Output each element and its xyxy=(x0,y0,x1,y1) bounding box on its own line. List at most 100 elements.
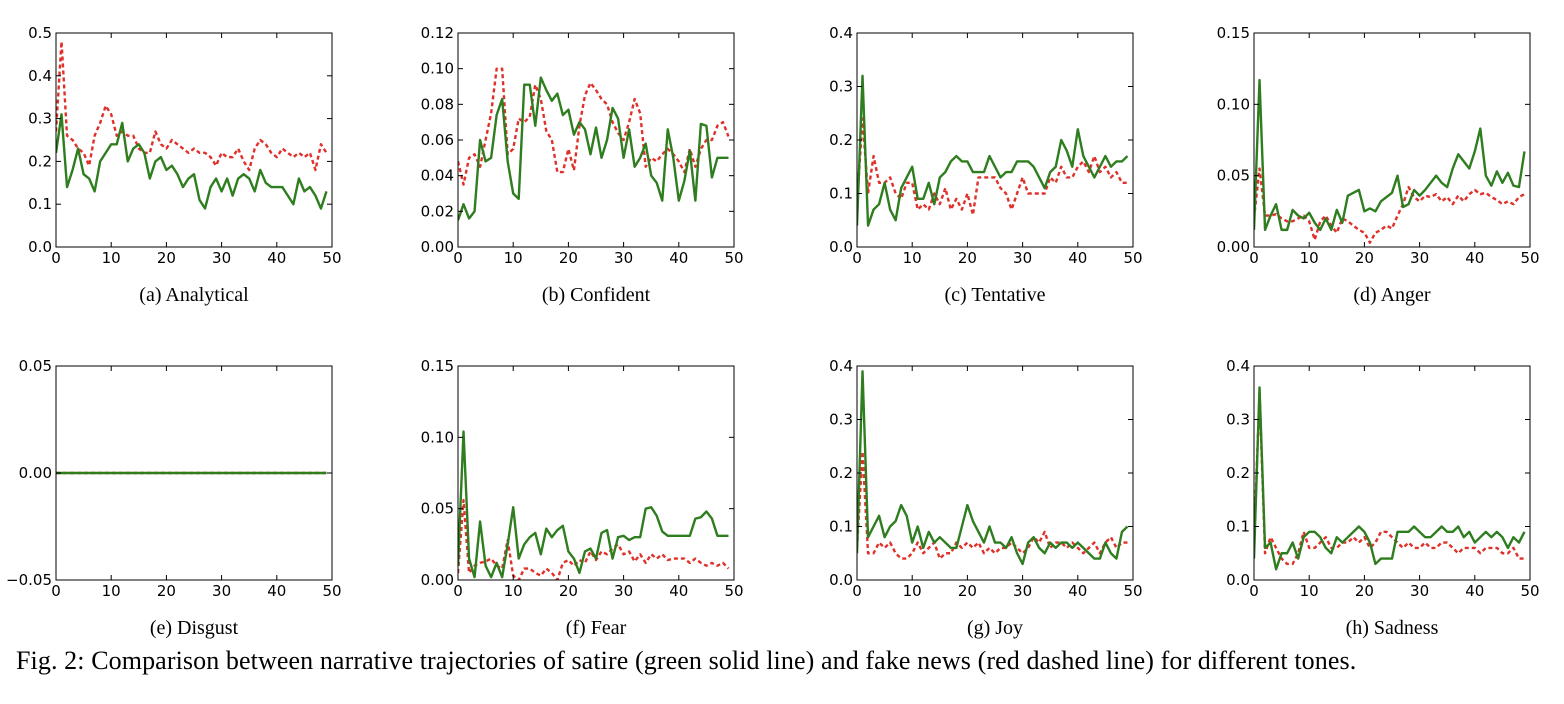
y-tick-label: 0.1 xyxy=(829,185,853,203)
x-tick-label: 50 xyxy=(724,582,743,600)
y-tick-label: 0.08 xyxy=(421,95,454,113)
series-group xyxy=(1254,78,1526,244)
y-tick-label: 0.04 xyxy=(421,167,454,185)
x-tick-label: 40 xyxy=(669,582,688,600)
x-tick-label: 30 xyxy=(614,249,633,267)
fake-news-line xyxy=(458,67,730,186)
chart-svg: 0 10 20 30 40 50 0.0 0.1 0.2 0.3 0.4 xyxy=(829,24,1142,267)
fake-news-line xyxy=(857,450,1128,560)
satire-line xyxy=(458,76,729,221)
fake-news-line xyxy=(56,40,328,172)
y-tick-label: 0.10 xyxy=(421,428,454,446)
y-tick-label: 0.0 xyxy=(1226,571,1250,589)
y-tick-label: 0.15 xyxy=(1217,24,1250,42)
chart-svg: 0 10 20 30 40 50 0.0 0.1 0.2 0.3 0.4 xyxy=(1226,357,1539,600)
chart-svg: 0 10 20 30 40 50 0.00 0.05 0.10 0.15 xyxy=(421,357,744,600)
x-tick-label: 10 xyxy=(1300,582,1319,600)
y-tick-label: 0.1 xyxy=(829,518,853,536)
series-group xyxy=(458,67,730,221)
chart-disgust: 0 10 20 30 40 50 −0.05 0.00 0.05 xyxy=(6,357,342,600)
y-tick-label: 0.3 xyxy=(829,78,853,96)
series-group xyxy=(458,430,730,580)
y-tick-label: 0.00 xyxy=(19,464,52,482)
x-tick-label: 50 xyxy=(322,249,341,267)
caption-sadness: (h) Sadness xyxy=(1345,617,1439,639)
x-tick-label: 40 xyxy=(1465,249,1484,267)
y-tick-label: 0.00 xyxy=(1217,238,1250,256)
x-tick-label: 10 xyxy=(903,582,922,600)
caption-anger: (d) Anger xyxy=(1353,284,1431,306)
x-tick-label: 0 xyxy=(453,582,463,600)
caption-fear: (f) Fear xyxy=(565,617,627,639)
x-tick-label: 50 xyxy=(1123,582,1142,600)
plot-frame xyxy=(1253,32,1531,248)
chart-analytical: 0 10 20 30 40 50 0.0 0.1 0.2 0.3 0.4 0.5 xyxy=(28,24,341,267)
series-group xyxy=(56,40,328,210)
y-tick-label: 0.2 xyxy=(28,152,52,170)
satire-line xyxy=(857,74,1129,227)
chart-svg: 0 10 20 30 40 50 0.0 0.1 0.2 0.3 0.4 xyxy=(829,357,1142,600)
y-tick-label: 0.05 xyxy=(19,357,52,375)
plot-frame xyxy=(55,32,333,248)
plot-frame xyxy=(457,365,735,581)
x-tick-label: 0 xyxy=(453,249,463,267)
x-tick-label: 30 xyxy=(212,249,231,267)
y-tick-label: 0.4 xyxy=(829,357,853,375)
x-tick-label: 40 xyxy=(669,249,688,267)
chart-svg: 0 10 20 30 40 50 0.00 0.05 0.10 0.15 xyxy=(1217,24,1540,267)
x-tick-label: 10 xyxy=(504,582,523,600)
plot-frame xyxy=(856,32,1134,248)
y-tick-label: 0.10 xyxy=(421,60,454,78)
y-tick-label: 0.00 xyxy=(421,571,454,589)
x-tick-label: 50 xyxy=(322,582,341,600)
x-tick-label: 30 xyxy=(1013,582,1032,600)
y-tick-label: 0.1 xyxy=(28,195,52,213)
x-tick-label: 20 xyxy=(157,249,176,267)
y-tick-label: 0.05 xyxy=(421,500,454,518)
y-tick-label: 0.4 xyxy=(829,24,853,42)
series-group xyxy=(857,370,1129,566)
y-tick-label: 0.0 xyxy=(829,571,853,589)
x-tick-label: 0 xyxy=(1249,582,1259,600)
y-tick-label: 0.0 xyxy=(28,238,52,256)
caption-disgust: (e) Disgust xyxy=(149,617,239,639)
chart-fear: 0 10 20 30 40 50 0.00 0.05 0.10 0.15 xyxy=(421,357,744,600)
y-tick-label: 0.05 xyxy=(1217,167,1250,185)
y-tick-label: 0.12 xyxy=(421,24,454,42)
x-tick-label: 40 xyxy=(267,249,286,267)
x-tick-label: 10 xyxy=(102,249,121,267)
y-tick-label: 0.3 xyxy=(28,110,52,128)
series-group xyxy=(857,74,1129,227)
fake-news-line xyxy=(1254,391,1525,566)
x-tick-label: 40 xyxy=(1068,249,1087,267)
chart-confident: 0 10 20 30 40 50 0.00 0.02 0.04 0.06 0.08 0.10 0.12 xyxy=(421,24,744,267)
y-tick-label: 0.15 xyxy=(421,357,454,375)
chart-svg: 0 10 20 30 40 50 0.0 0.1 0.2 0.3 0.4 0.5 xyxy=(28,24,341,267)
plot-frame xyxy=(457,32,735,248)
x-tick-label: 0 xyxy=(852,249,862,267)
y-tick-label: 0.02 xyxy=(421,202,454,220)
y-tick-label: 0.2 xyxy=(829,131,853,149)
fake-news-line xyxy=(1254,167,1526,244)
x-tick-label: 10 xyxy=(102,582,121,600)
satire-line xyxy=(56,113,328,210)
chart-svg: 0 10 20 30 40 50 0.00 0.02 0.04 0.06 0.08 0.10 0.12 xyxy=(421,24,744,267)
x-tick-label: 50 xyxy=(1123,249,1142,267)
satire-line xyxy=(857,370,1129,566)
x-tick-label: 20 xyxy=(1355,582,1374,600)
caption-tentative: (c) Tentative xyxy=(944,284,1046,306)
x-tick-label: 20 xyxy=(559,582,578,600)
x-tick-label: 30 xyxy=(1013,249,1032,267)
y-tick-label: 0.3 xyxy=(829,411,853,429)
x-tick-label: 50 xyxy=(1520,249,1539,267)
x-tick-label: 50 xyxy=(1520,582,1539,600)
y-tick-label: −0.05 xyxy=(6,571,52,589)
x-tick-label: 30 xyxy=(1410,249,1429,267)
x-tick-label: 0 xyxy=(51,582,61,600)
satire-line xyxy=(1254,386,1526,571)
fake-news-line xyxy=(857,117,1128,217)
chart-joy: 0 10 20 30 40 50 0.0 0.1 0.2 0.3 0.4 xyxy=(829,357,1142,600)
caption-joy: (g) Joy xyxy=(966,617,1024,639)
x-tick-label: 20 xyxy=(157,582,176,600)
